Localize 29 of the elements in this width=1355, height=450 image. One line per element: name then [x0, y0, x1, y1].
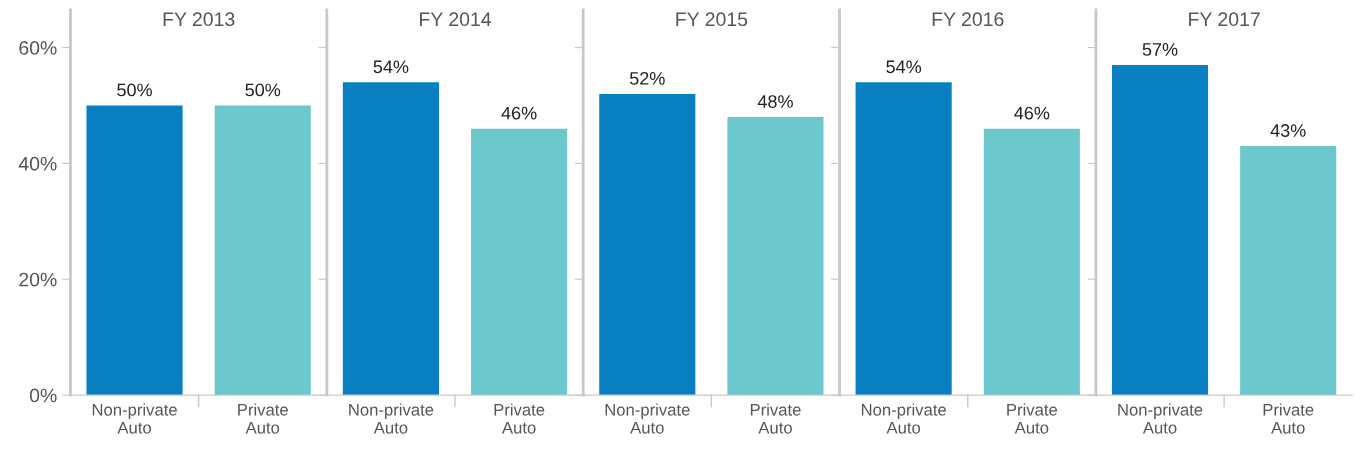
data-label: 52%: [629, 71, 665, 85]
data-label: 46%: [1014, 106, 1050, 120]
data-label: 46%: [501, 106, 537, 120]
x-tick-label: Private Auto: [1007, 403, 1058, 434]
chart-title: FY 2015: [676, 12, 748, 27]
data-label: 43%: [1270, 124, 1306, 137]
data-label: 50%: [245, 83, 281, 97]
x-tick-label: Non-private Auto: [605, 403, 690, 434]
y-tick-label: 60%: [19, 41, 57, 55]
x-tick-label: Private Auto: [494, 403, 545, 434]
chart-title: FY 2014: [420, 12, 492, 27]
x-tick-label: Private Auto: [1263, 403, 1314, 434]
y-tick-label: 20%: [19, 272, 57, 287]
data-label: 57%: [1142, 43, 1178, 56]
x-tick-label: Private Auto: [750, 403, 801, 434]
chart-title: FY 2016: [932, 12, 1004, 27]
x-tick-label: Private Auto: [238, 403, 288, 434]
y-tick-label: 40%: [18, 156, 57, 171]
data-label: 54%: [373, 60, 409, 74]
data-label: 48%: [757, 95, 793, 108]
y-tick-label: 0%: [29, 388, 57, 403]
chart-title: FY 2013: [163, 12, 235, 27]
chart-title: FY 2017: [1189, 12, 1260, 27]
x-tick-label: Non-private Auto: [92, 403, 177, 434]
x-tick-label: Non-private Auto: [349, 403, 434, 434]
data-label: 50%: [117, 83, 152, 97]
x-tick-label: Non-private Auto: [861, 403, 946, 434]
x-tick-label: Non-private Auto: [1118, 403, 1203, 434]
data-label: 54%: [886, 60, 922, 74]
